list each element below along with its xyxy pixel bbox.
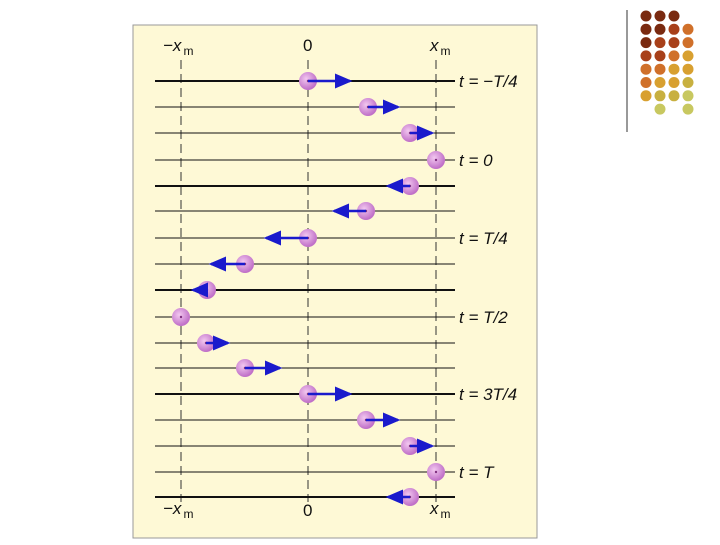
deco-dot bbox=[668, 10, 680, 22]
deco-dot bbox=[682, 90, 694, 102]
deco-dot bbox=[654, 90, 666, 102]
label-sub: m bbox=[183, 507, 193, 521]
deco-dot bbox=[682, 37, 694, 49]
time-label: t = 0 bbox=[459, 151, 493, 170]
time-label: t = T/2 bbox=[459, 308, 508, 327]
deco-dot bbox=[654, 63, 666, 75]
deco-dot bbox=[640, 50, 652, 62]
time-labels: t = −T/4 t = 0 t = T/4 t = T/2 t = 3T/4 t = T bbox=[459, 72, 518, 482]
deco-dot bbox=[668, 23, 680, 35]
deco-dot bbox=[654, 23, 666, 35]
deco-dot bbox=[640, 63, 652, 75]
deco-dot bbox=[682, 23, 694, 35]
deco-dot bbox=[668, 77, 680, 88]
deco-dot bbox=[668, 90, 680, 102]
deco-dot bbox=[682, 103, 694, 115]
time-label: t = −T/4 bbox=[459, 72, 518, 91]
label: 0 bbox=[303, 501, 312, 520]
ball-center bbox=[179, 315, 183, 319]
deco-dot bbox=[640, 10, 652, 22]
deco-dot bbox=[640, 23, 652, 35]
label: x bbox=[429, 36, 439, 55]
deco-dot bbox=[654, 77, 666, 88]
deco-dot bbox=[640, 37, 652, 49]
deco-dot bbox=[640, 90, 652, 102]
label: −x bbox=[163, 499, 182, 518]
svg-text:xm: xm bbox=[429, 36, 451, 58]
deco-dot bbox=[640, 77, 652, 88]
svg-text:−xm: −x m bbox=[163, 36, 193, 58]
label-sub: m bbox=[441, 507, 451, 521]
diagram-lines bbox=[155, 60, 455, 506]
deco-dot bbox=[668, 50, 680, 62]
deco-dot bbox=[682, 63, 694, 75]
label: −x bbox=[163, 36, 182, 55]
panel bbox=[132, 24, 538, 539]
ball-center bbox=[434, 158, 438, 162]
time-label: t = 3T/4 bbox=[459, 385, 517, 404]
deco-dot bbox=[654, 50, 666, 62]
deco-dot bbox=[668, 63, 680, 75]
deco-dot bbox=[682, 77, 694, 88]
time-label: t = T/4 bbox=[459, 229, 508, 248]
deco-dot bbox=[654, 103, 666, 115]
deco-dot bbox=[668, 37, 680, 49]
svg-text:−xm: −x m bbox=[163, 499, 193, 521]
label: x bbox=[429, 499, 439, 518]
label: 0 bbox=[303, 36, 312, 55]
deco-dot bbox=[654, 10, 666, 22]
deco-dot bbox=[654, 37, 666, 49]
deco-dot bbox=[682, 50, 694, 62]
ball-center bbox=[434, 470, 438, 474]
decoration bbox=[626, 10, 694, 132]
time-label: t = T bbox=[459, 463, 495, 482]
label-sub: m bbox=[183, 44, 193, 58]
label-sub: m bbox=[441, 44, 451, 58]
svg-text:xm: xm bbox=[429, 499, 451, 521]
